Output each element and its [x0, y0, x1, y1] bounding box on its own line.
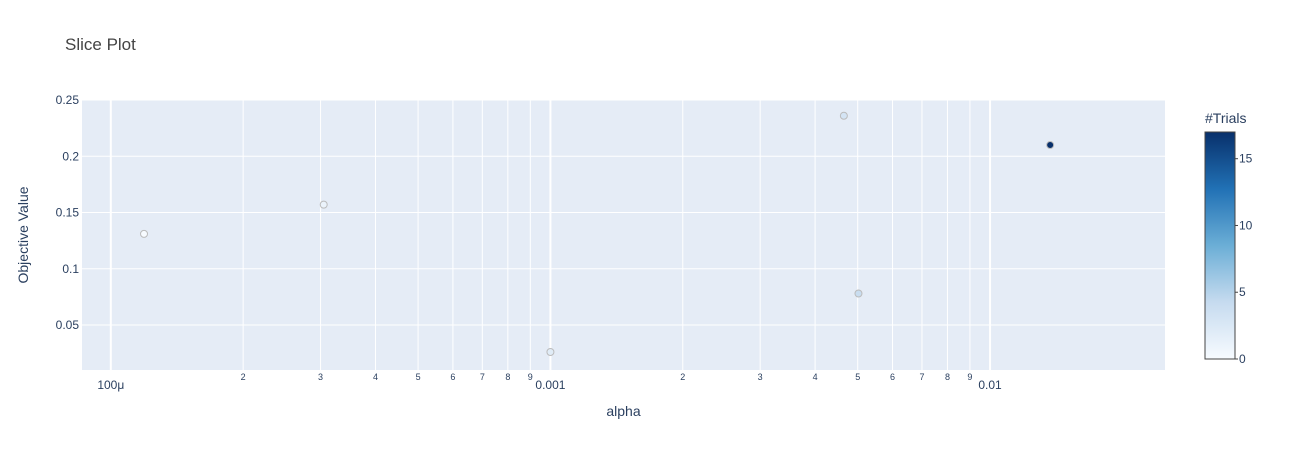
- plot-area: [82, 100, 1165, 370]
- x-tick-label: 0.001: [535, 378, 565, 392]
- colorbar-title: #Trials: [1205, 110, 1247, 126]
- scatter-point: [839, 111, 848, 120]
- x-axis-label: alpha: [606, 403, 640, 419]
- scatter-points: [140, 111, 1055, 356]
- colorbar-tick-label: 15: [1239, 152, 1253, 166]
- x-minor-tick-label: 3: [758, 372, 763, 382]
- scatter-point: [854, 289, 863, 298]
- x-minor-tick-label: 3: [318, 372, 323, 382]
- x-minor-tick-label: 5: [416, 372, 421, 382]
- x-minor-tick-label: 9: [528, 372, 533, 382]
- scatter-point: [319, 200, 328, 209]
- scatter-point: [140, 229, 149, 238]
- x-minor-tick-label: 8: [505, 372, 510, 382]
- y-tick-label: 0.05: [56, 318, 80, 332]
- x-minor-tick-label: 4: [373, 372, 378, 382]
- y-axis-label: Objective Value: [15, 186, 31, 283]
- colorbar-tick-label: 0: [1239, 352, 1246, 366]
- colorbar: #Trials 0 5 10 15: [1204, 110, 1253, 366]
- y-tick-label: 0.25: [56, 93, 80, 107]
- y-tick-label: 0.15: [56, 206, 80, 220]
- chart-title: Slice Plot: [65, 35, 136, 54]
- colorbar-tick-label: 10: [1239, 218, 1253, 232]
- x-minor-tick-label: 7: [919, 372, 924, 382]
- x-minor-tick-label: 5: [855, 372, 860, 382]
- x-tick-label: 100μ: [97, 378, 124, 392]
- scatter-point: [1046, 141, 1055, 149]
- x-axis-tick-labels: 100μ 0.001 0.01 2 3 4 5 6 7 8 9 2 3 4 5 6 7 8 9: [97, 372, 1002, 392]
- x-minor-tick-label: 9: [967, 372, 972, 382]
- y-tick-label: 0.1: [62, 262, 79, 276]
- x-minor-tick-label: 2: [241, 372, 246, 382]
- x-minor-tick-label: 7: [480, 372, 485, 382]
- x-minor-tick-label: 2: [680, 372, 685, 382]
- x-minor-tick-label: 4: [813, 372, 818, 382]
- x-tick-label: 0.01: [978, 378, 1002, 392]
- colorbar-tick-labels: 0 5 10 15: [1235, 152, 1253, 366]
- y-axis-tick-labels: 0.05 0.1 0.15 0.2 0.25: [56, 93, 80, 332]
- colorbar-gradient: [1204, 131, 1236, 360]
- colorbar-tick-label: 5: [1239, 285, 1246, 299]
- grid-lines: [82, 99, 1165, 370]
- x-minor-tick-label: 6: [450, 372, 455, 382]
- x-minor-tick-label: 8: [945, 372, 950, 382]
- scatter-point: [546, 348, 555, 356]
- x-minor-tick-label: 6: [890, 372, 895, 382]
- y-tick-label: 0.2: [62, 149, 79, 163]
